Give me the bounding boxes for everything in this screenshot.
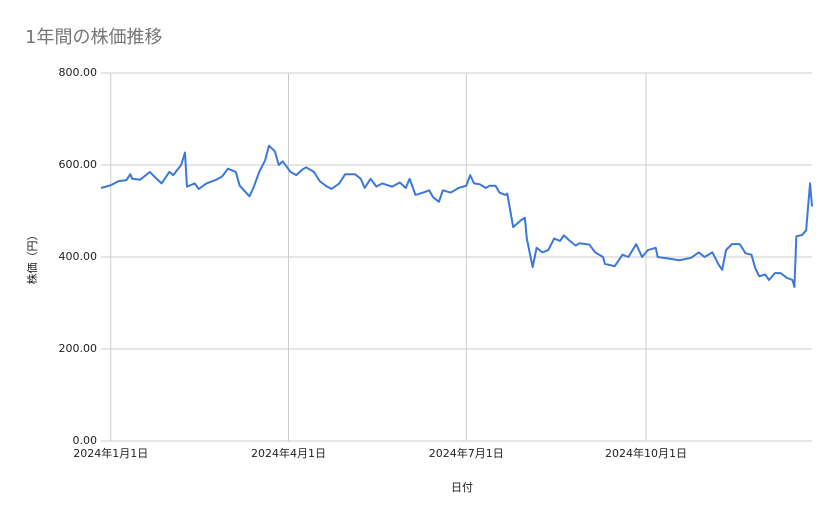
x-tick-label: 2024年4月1日: [251, 446, 326, 460]
data-line: [100, 144, 813, 288]
chart-title: 1年間の株価推移: [25, 27, 162, 48]
x-tick-label: 2024年7月1日: [429, 446, 504, 460]
x-tick-label: 2024年10月1日: [605, 446, 687, 460]
x-axis-label: 日付: [451, 481, 473, 494]
y-tick-label: 200.00: [59, 342, 98, 355]
y-axis-label: 株価（円）: [25, 230, 39, 285]
y-tick-label: 0.00: [73, 434, 98, 447]
y-tick-label: 800.00: [59, 66, 98, 79]
x-tick-label: 2024年1月1日: [73, 446, 148, 460]
y-tick-label: 400.00: [59, 250, 98, 263]
y-tick-label: 600.00: [59, 158, 98, 171]
